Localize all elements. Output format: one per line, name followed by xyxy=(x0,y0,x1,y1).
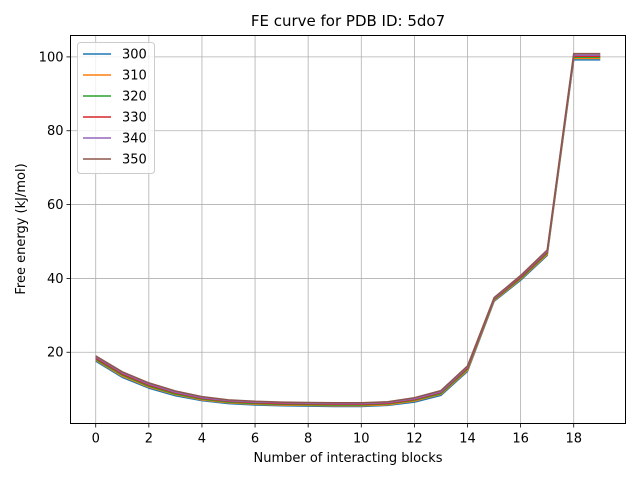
x-axis-label: Number of interacting blocks xyxy=(253,451,442,466)
plot-frame xyxy=(70,35,626,424)
x-tick-label: 2 xyxy=(145,432,153,447)
x-tick-label: 4 xyxy=(198,432,206,447)
y-tick-label: 60 xyxy=(47,198,64,213)
series-line-350 xyxy=(95,52,601,404)
legend: 300 310 320 330 340 350 xyxy=(77,42,155,174)
x-tick-label: 0 xyxy=(92,432,100,447)
x-axis-ticks: 0 2 4 6 8 10 12 14 16 18 xyxy=(92,423,582,447)
legend-label-310: 310 xyxy=(122,69,147,84)
x-tick-label: 6 xyxy=(251,432,259,447)
y-axis-ticks: 20 40 60 80 100 xyxy=(39,50,71,361)
legend-label-320: 320 xyxy=(122,90,147,105)
legend-label-350: 350 xyxy=(122,153,147,168)
x-tick-label: 10 xyxy=(353,432,370,447)
x-tick-label: 12 xyxy=(406,432,423,447)
grid-layer xyxy=(70,35,626,424)
x-tick-label: 16 xyxy=(512,432,529,447)
series-lines xyxy=(95,52,601,408)
x-tick-label: 14 xyxy=(459,432,476,447)
y-tick-label: 20 xyxy=(47,346,64,361)
y-axis-label: Free energy (kJ/mol) xyxy=(14,163,29,294)
x-tick-label: 8 xyxy=(304,432,312,447)
y-tick-label: 80 xyxy=(47,124,64,139)
y-tick-label: 100 xyxy=(39,50,64,65)
x-tick-label: 18 xyxy=(565,432,582,447)
chart-title: FE curve for PDB ID: 5do7 xyxy=(251,12,445,30)
legend-label-330: 330 xyxy=(122,111,147,126)
legend-label-340: 340 xyxy=(122,132,147,147)
y-tick-label: 40 xyxy=(47,272,64,287)
legend-label-300: 300 xyxy=(122,48,147,63)
